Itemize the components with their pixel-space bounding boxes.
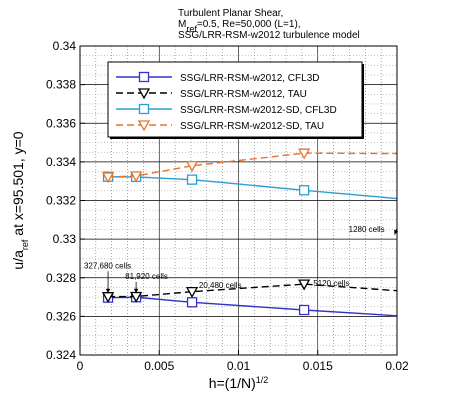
annotation-arrowhead-5 — [394, 229, 399, 235]
data-point-s4-2 — [130, 171, 143, 183]
axis-labels: h=(1/N)1/2 u/aref at x=95.501, y=0 — [10, 131, 268, 391]
series-line-2 — [108, 283, 398, 298]
data-point-s1-4 — [298, 304, 310, 316]
annotation-arrowhead-1 — [105, 288, 111, 294]
y-tick-label: 0.326 — [46, 309, 76, 323]
legend-marker-2 — [137, 88, 151, 100]
data-point-s3-4 — [298, 185, 310, 196]
title-line-2: Mref=0.5, Re=50,000 (L=1), — [178, 19, 301, 34]
title-line-1: Turbulent Planar Shear, — [178, 8, 283, 19]
x-tick-label: 0.01 — [227, 359, 251, 373]
x-tick-label: 0 — [77, 359, 84, 373]
annotation-arrowhead-2 — [133, 288, 139, 294]
x-tick-label: 0.005 — [144, 359, 174, 373]
legend-label-3: SSG/LRR-RSM-w2012-SD, CFL3D — [180, 105, 337, 116]
data-point-s1-3 — [186, 297, 198, 308]
axis-ticks: 0 0.005 0.01 0.015 0.02 0.324 0.326 0.328 0.33 0.… — [46, 39, 409, 373]
data-point-s4-4 — [298, 148, 311, 160]
x-tick-label: 0.02 — [385, 359, 409, 373]
data-point-s3-3 — [186, 174, 198, 185]
annotation-5: 1280 cells — [349, 225, 385, 234]
annotation-3: 20,480 cells — [199, 281, 242, 290]
legend-marker-1 — [138, 71, 150, 83]
title-line-3: SSG/LRR-RSM-w2012 turbulence model — [178, 30, 360, 41]
y-tick-label: 0.33 — [53, 232, 77, 246]
legend-marker-4 — [137, 120, 151, 132]
chart-title: Turbulent Planar Shear,Mref=0.5, Re=50,0… — [178, 8, 360, 41]
x-tick-label: 0.015 — [303, 359, 333, 373]
legend-label-1: SSG/LRR-RSM-w2012, CFL3D — [180, 73, 319, 84]
series-line-3 — [108, 176, 398, 200]
annotations: 327,680 cells 81,920 cells 20,480 cells 512… — [84, 225, 399, 294]
annotation-2: 81,920 cells — [125, 272, 168, 281]
y-tick-label: 0.332 — [46, 194, 76, 208]
legend-label-4: SSG/LRR-RSM-w2012-SD, TAU — [180, 121, 324, 132]
y-tick-label: 0.336 — [46, 116, 76, 130]
y-tick-label: 0.328 — [46, 271, 76, 285]
annotation-1: 327,680 cells — [84, 261, 131, 270]
data-point-s4-1 — [101, 172, 115, 184]
y-tick-label: 0.324 — [46, 348, 76, 362]
legend: SSG/LRR-RSM-w2012, CFL3D SSG/LRR-RSM-w201… — [107, 61, 364, 139]
y-tick-label: 0.34 — [53, 39, 77, 53]
y-tick-label: 0.338 — [46, 78, 76, 92]
data-point-s2-4 — [298, 279, 311, 291]
legend-marker-3 — [138, 103, 150, 115]
data-point-s2-3 — [185, 287, 199, 298]
annotation-4: 5120 cells — [313, 279, 349, 288]
data-point-s4-3 — [185, 161, 199, 173]
y-axis-label: u/aref at x=95.501, y=0 — [10, 131, 30, 269]
y-tick-label: 0.334 — [46, 155, 76, 169]
legend-label-2: SSG/LRR-RSM-w2012, TAU — [180, 89, 307, 100]
series-line-4 — [108, 152, 398, 178]
x-axis-label: h=(1/N)1/2 — [209, 375, 269, 391]
series-layer — [101, 148, 398, 317]
